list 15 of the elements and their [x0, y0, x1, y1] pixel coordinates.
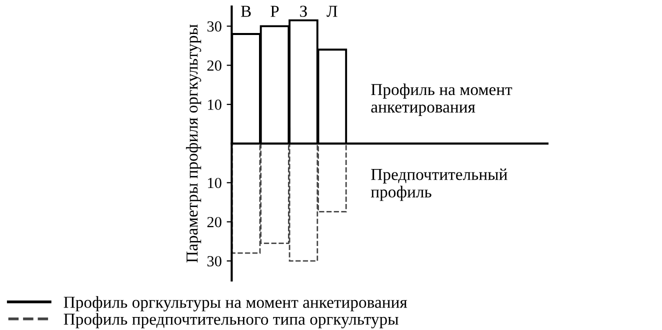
y-tick-label: 20 — [207, 216, 222, 228]
y-tick-label: 20 — [207, 60, 222, 71]
text: Предпочтительный профиль — [370, 168, 508, 201]
x-tick-label: В — [240, 6, 251, 17]
legend-label: Профиль предпочтительного типа оргкультуры — [64, 313, 398, 328]
x-tick-label: Л — [326, 6, 338, 17]
y-tick-label: 30 — [207, 21, 222, 32]
y-tick-label: 10 — [208, 178, 222, 188]
y-axis-title: Параметры профиля оргкультуры — [186, 24, 202, 263]
y-tick-label: 30 — [207, 256, 222, 266]
x-tick-label: Р — [270, 6, 279, 17]
x-tick-label: З — [300, 6, 307, 17]
y-tick-label: 10 — [208, 100, 222, 110]
text: Профиль на момент анкетирования — [371, 83, 512, 116]
legend-label: Профиль оргкультуры на момент анкетирования — [64, 296, 408, 312]
